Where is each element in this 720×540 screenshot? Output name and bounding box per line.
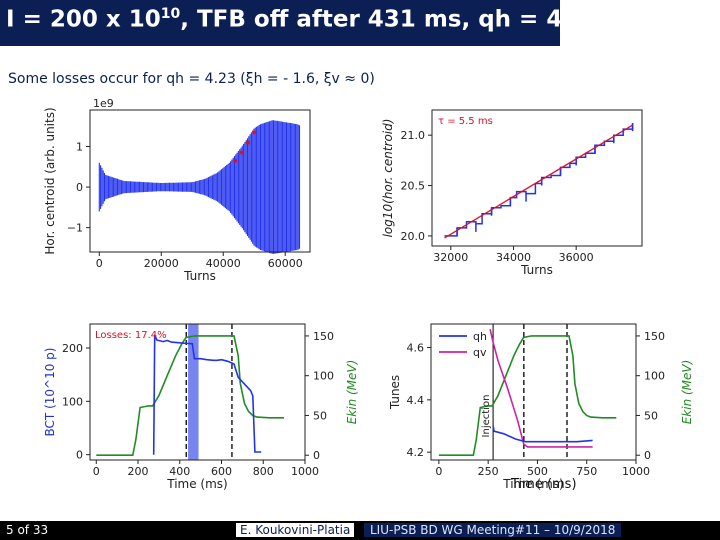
- c3-ytick-label: 100: [62, 395, 83, 408]
- c4-xtick-label: 500: [527, 465, 548, 478]
- c3-y2tick-label: 50: [313, 409, 327, 422]
- footer-meeting: LIU-PSB BD WG Meeting#11 – 10/9/2018: [364, 523, 622, 537]
- c1-ylabel: Hor. centroid (arb. units): [43, 107, 57, 254]
- c4-ylabel: Tunes: [388, 375, 402, 410]
- energy-line: [96, 335, 285, 456]
- c1-ytick-label: 0: [76, 181, 83, 194]
- c1-xtick-label: 20000: [144, 257, 179, 270]
- log-centroid-line: [444, 123, 634, 237]
- c1-frame: [89, 109, 311, 253]
- envelope-fit-point: [246, 140, 251, 145]
- c1-ytick-label: −1: [67, 222, 83, 235]
- chart-log-centroid: 32000 34000 36000 20.0 20.5 21.0 τ = 5.5 ms Tur…: [381, 109, 643, 277]
- c3-ylabel: BCT (10^10 p): [43, 348, 57, 437]
- envelope-fit-point: [252, 130, 257, 135]
- chart-centroid-vs-turns: 0 20000 40000 60000 −1 0 1 1e9 Turns Hor. centroi…: [43, 97, 311, 283]
- energy-line: [438, 335, 617, 456]
- c3-ytick-label: 0: [76, 449, 83, 462]
- c4-y2tick-label: 150: [644, 330, 665, 343]
- title-prefix: I = 200 x 10: [6, 6, 161, 33]
- c4-xtick-label: 0: [435, 465, 442, 478]
- c4-frame: [430, 323, 637, 461]
- legend-label-qv: qv: [473, 346, 487, 359]
- c2-ytick-label: 20.5: [401, 180, 426, 193]
- losses-annotation: Losses: 17.4%: [95, 330, 167, 341]
- slide-title: I = 200 x 1010, TFB off after 431 ms, qh…: [6, 6, 603, 33]
- c4-y2tick-label: 50: [644, 409, 658, 422]
- loss-band: [188, 324, 199, 460]
- centroid-oscillation-band: [98, 120, 301, 254]
- envelope-fit-point: [239, 150, 244, 155]
- c4-xtick-label: 250: [478, 465, 499, 478]
- c3-xtick-label: 200: [128, 465, 149, 478]
- c2-xtick-label: 36000: [559, 251, 594, 264]
- tau-annotation: τ = 5.5 ms: [438, 116, 493, 127]
- page-number: 5 of 33: [6, 523, 49, 537]
- c3-frame: [89, 323, 306, 461]
- c4-y2tick-label: 100: [644, 370, 665, 383]
- envelope-fit-point: [233, 158, 238, 163]
- title-bar: I = 200 x 1010, TFB off after 431 ms, qh…: [0, 0, 603, 48]
- bct-line: [152, 334, 262, 455]
- c1-multiplier: 1e9: [93, 97, 114, 110]
- exponential-fit-line: [444, 124, 633, 239]
- footer: 5 of 33 E. Koukovini-Platia LIU-PSB BD W…: [0, 521, 720, 540]
- c1-xtick-label: 40000: [206, 257, 241, 270]
- c2-xtick-label: 34000: [496, 251, 531, 264]
- c1-xlabel: Turns: [183, 269, 216, 283]
- c4-y2tick-label: 0: [644, 449, 651, 462]
- c3-y2tick-label: 100: [313, 370, 334, 383]
- c4-ytick-label: 4.2: [407, 446, 425, 459]
- c3-ylabel2: Ekin (MeV): [345, 360, 359, 425]
- c1-ytick-label: 1: [76, 141, 83, 154]
- chart-tunes-energy: 0 250 500 750 1000 4.2 4.4 4.6 0 50 100 150 qh qv Inje…: [388, 323, 694, 491]
- c3-xtick-label: 800: [253, 465, 274, 478]
- c3-xlabel: Time (ms): [166, 477, 228, 491]
- c4-ytick-label: 4.4: [407, 394, 425, 407]
- injection-label: Injection: [481, 395, 492, 438]
- c3-xtick-label: 1000: [291, 465, 319, 478]
- c1-xtick-label: 60000: [268, 257, 303, 270]
- c2-frame: [431, 109, 643, 247]
- c3-xtick-label: 400: [169, 465, 190, 478]
- title-suffix: , TFB off after 431 ms, qh = 4.23: [180, 6, 604, 33]
- c3-ytick-label: 200: [62, 342, 83, 355]
- c4-xtick-label: 1000: [622, 465, 650, 478]
- c3-y2tick-label: 150: [313, 330, 334, 343]
- title-exponent: 10: [160, 6, 181, 22]
- time-caption: Time (ms): [511, 477, 577, 492]
- c3-xtick-label: 0: [93, 465, 100, 478]
- c4-ylabel2: Ekin (MeV): [680, 360, 694, 425]
- legend-label-qh: qh: [473, 330, 487, 343]
- c2-xlabel: Turns: [520, 263, 553, 277]
- c2-ytick-label: 21.0: [401, 129, 426, 142]
- slide-subtitle: Some losses occur for qh = 4.23 (ξh = - …: [8, 71, 375, 87]
- c4-xlabel: Time (ms): [502, 477, 564, 491]
- c4-xtick-label: 750: [576, 465, 597, 478]
- c2-xtick-label: 32000: [433, 251, 468, 264]
- c3-xtick-label: 600: [211, 465, 232, 478]
- chart-bct-energy: 0 200 400 600 800 1000 0 100 200 0 50 100 150 Losses:…: [43, 323, 359, 491]
- c2-ylabel: log10(hor. centroid): [381, 119, 395, 238]
- footer-author: E. Koukovini-Platia: [236, 523, 355, 537]
- c2-ytick-label: 20.0: [401, 230, 426, 243]
- qh-line: [492, 425, 593, 443]
- c1-xtick-label: 0: [96, 257, 103, 270]
- c4-ytick-label: 4.6: [407, 342, 425, 355]
- c3-y2tick-label: 0: [313, 449, 320, 462]
- qv-line: [489, 329, 593, 448]
